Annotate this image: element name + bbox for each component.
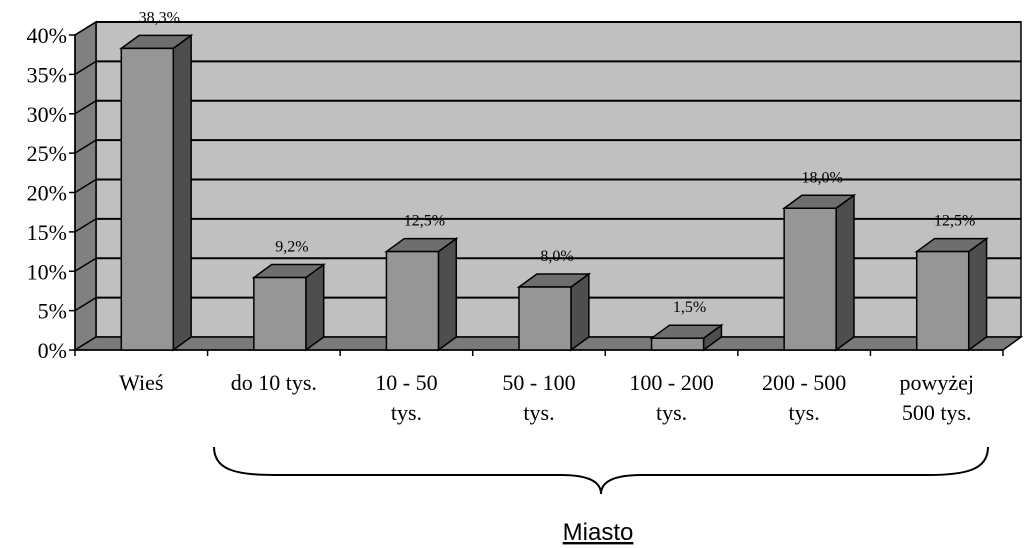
- gridline-side: [74, 139, 97, 154]
- y-tick-label: 40%: [27, 23, 67, 48]
- bar: [384, 237, 459, 352]
- bar: [649, 323, 724, 352]
- group-brace: [213, 446, 989, 495]
- bar: [914, 237, 989, 352]
- data-label: 18,0%: [801, 169, 842, 186]
- bar-front: [253, 276, 307, 351]
- data-label: 8,0%: [540, 248, 573, 265]
- gridline-side: [74, 178, 97, 194]
- bars: [118, 33, 989, 352]
- category-label: powyżej 500 tys.: [899, 370, 974, 425]
- category-label-line: tys.: [789, 400, 820, 425]
- category-label: 50 - 100 tys.: [502, 370, 575, 425]
- bar-side: [437, 237, 458, 352]
- bar-front: [783, 207, 837, 351]
- gridline-side: [74, 257, 97, 272]
- category-label-line: 50 - 100: [502, 370, 575, 395]
- bar-side: [967, 237, 988, 352]
- gridline-side: [74, 296, 97, 312]
- bar-front: [518, 286, 572, 351]
- category-label-line: tys.: [523, 400, 554, 425]
- y-tick-label: 20%: [27, 181, 67, 206]
- y-tick-label: 5%: [38, 299, 67, 324]
- bar-side: [305, 263, 325, 352]
- bar: [781, 193, 857, 352]
- gridline-side: [74, 21, 97, 36]
- category-label-line: tys.: [391, 400, 422, 425]
- category-label: 200 - 500 tys.: [762, 370, 846, 425]
- gridline-side: [74, 218, 97, 233]
- bar-front: [915, 250, 970, 351]
- data-label: 38,3%: [139, 9, 180, 26]
- category-label: 10 - 50 tys.: [375, 370, 437, 425]
- bar-front: [385, 250, 440, 351]
- y-tick-label: 15%: [27, 220, 67, 245]
- data-label: 9,2%: [275, 239, 308, 256]
- bar: [118, 33, 194, 352]
- y-tick-label: 30%: [27, 102, 67, 127]
- y-tick-label: 0%: [38, 338, 67, 363]
- y-tick-label: 35%: [27, 62, 67, 87]
- gridline-side: [74, 100, 97, 115]
- category-label: 100 - 200 tys.: [629, 370, 713, 425]
- category-label-line: powyżej: [899, 370, 974, 395]
- category-label-line: tys.: [656, 400, 687, 425]
- gridline-side: [74, 60, 97, 76]
- data-label: 1,5%: [673, 299, 706, 316]
- category-label-line: 200 - 500: [762, 370, 846, 395]
- bar-side: [172, 33, 192, 352]
- bar: [251, 263, 327, 352]
- bar: [516, 272, 592, 352]
- y-tick-label: 25%: [27, 141, 67, 166]
- category-label-line: Wieś: [119, 370, 163, 395]
- data-label: 12,5%: [934, 213, 975, 230]
- data-label: 12,5%: [404, 213, 445, 230]
- category-label-line: 500 tys.: [902, 400, 972, 425]
- bar-front: [650, 337, 705, 351]
- y-tick-label: 10%: [27, 259, 67, 284]
- group-label: Miasto: [563, 519, 634, 546]
- category-label: Wieś: [119, 370, 163, 395]
- bar-side: [835, 193, 855, 352]
- category-label: do 10 tys.: [231, 370, 317, 395]
- category-label-line: 100 - 200: [629, 370, 713, 395]
- labels: 38,3% Wieś 9,2% do 10 tys. 12,5% 10 - 50 tys. 8…: [119, 9, 975, 425]
- category-label-line: do 10 tys.: [231, 370, 317, 395]
- bar-front: [120, 47, 175, 351]
- brace: [213, 446, 989, 495]
- category-label-line: 10 - 50: [375, 370, 437, 395]
